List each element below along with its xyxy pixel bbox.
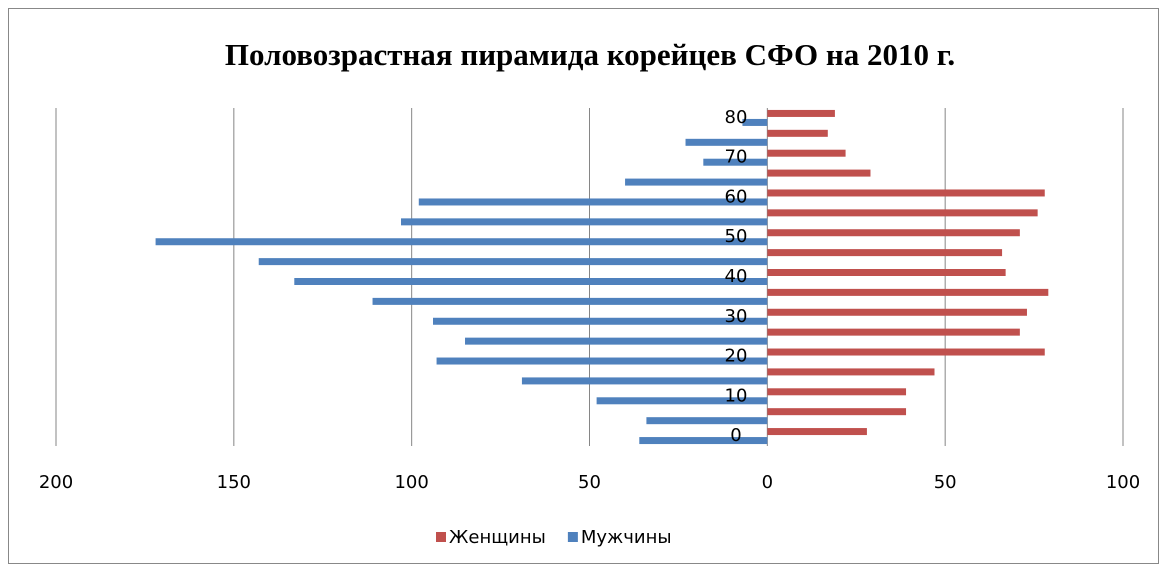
x-tick-label: 50: [578, 472, 601, 493]
bar: [465, 337, 768, 345]
bar: [767, 169, 871, 177]
bar: [767, 328, 1020, 336]
bar: [400, 218, 768, 226]
bar: [767, 269, 1006, 276]
y-tick-label: 60: [725, 186, 748, 207]
bar: [703, 158, 768, 166]
legend-label: Женщины: [449, 527, 546, 548]
x-tick-label: 150: [217, 472, 251, 493]
bar: [625, 178, 768, 186]
y-tick-label: 10: [725, 385, 748, 406]
bar: [372, 297, 768, 305]
legend-swatch: [567, 532, 578, 542]
x-tick-label: 100: [394, 472, 428, 493]
bar: [418, 198, 768, 206]
bar: [767, 189, 1045, 197]
y-tick-label: 0: [730, 425, 741, 446]
bar: [767, 249, 1003, 257]
bar: [639, 437, 768, 445]
bar: [436, 357, 768, 365]
legend-swatch: [436, 532, 446, 542]
y-tick-label: 50: [725, 226, 748, 247]
bar: [521, 377, 768, 385]
x-tick-label: 0: [762, 472, 773, 493]
chart-border: [8, 8, 1159, 564]
bar: [646, 417, 768, 425]
y-tick-label: 70: [725, 147, 748, 168]
bar: [767, 428, 867, 436]
bar: [155, 238, 768, 246]
y-tick-label: 80: [725, 107, 748, 128]
x-tick-label: 100: [1106, 472, 1140, 493]
bar: [433, 317, 768, 325]
bar: [767, 288, 1049, 296]
legend-label: Мужчины: [581, 527, 672, 548]
bar: [767, 348, 1045, 356]
bar: [767, 109, 835, 117]
y-tick-label: 30: [725, 306, 748, 327]
bar: [742, 118, 768, 126]
bar: [767, 388, 907, 396]
y-tick-label: 40: [725, 266, 748, 287]
bar: [767, 229, 1020, 237]
bar: [767, 129, 828, 137]
bar: [294, 278, 768, 285]
bar: [258, 258, 768, 266]
bar: [767, 408, 907, 416]
x-tick-label: 200: [39, 472, 73, 493]
bar: [685, 138, 768, 146]
bar: [596, 397, 768, 405]
y-tick-label: 20: [725, 346, 748, 367]
x-tick-label: 50: [934, 472, 957, 493]
chart-title: Половозрастная пирамида корейцев СФО на …: [225, 37, 955, 72]
bar: [767, 368, 935, 376]
bar: [767, 308, 1027, 316]
bar: [767, 149, 846, 157]
bar: [767, 209, 1038, 217]
